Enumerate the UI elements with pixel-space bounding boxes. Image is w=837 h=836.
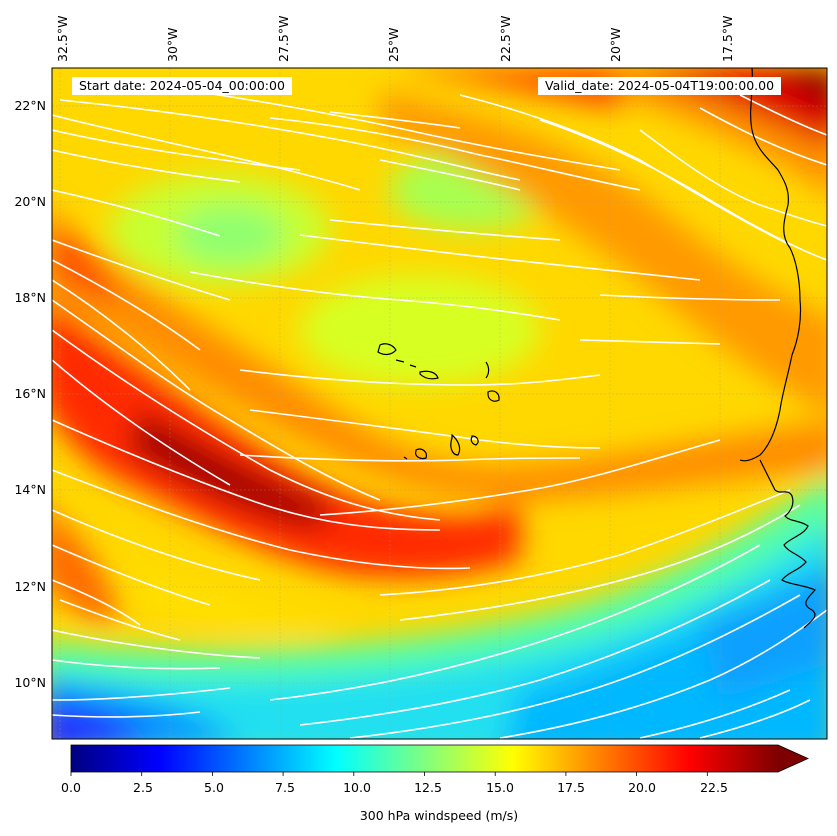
valid-date-label: Valid_date: 2024-05-04T19:00:00.00 bbox=[538, 77, 782, 95]
lon-label-22-5w: 22.5°W bbox=[498, 15, 513, 62]
colorbar-title: 300 hPa windspeed (m/s) bbox=[359, 808, 519, 823]
cbar-tick-label: 12.5 bbox=[414, 780, 442, 795]
cbar-tick-label: 7.5 bbox=[275, 780, 295, 795]
cbar-tick-label: 17.5 bbox=[557, 780, 585, 795]
lat-label-22n: 22°N bbox=[14, 98, 46, 113]
lat-label-10n: 10°N bbox=[14, 675, 46, 690]
cbar-tick-label: 0.0 bbox=[61, 780, 81, 795]
lat-label-14n: 14°N bbox=[14, 482, 46, 497]
lon-label-17-5w: 17.5°W bbox=[720, 15, 735, 62]
colorbar-ticks bbox=[70, 772, 708, 776]
cbar-tick-label: 2.5 bbox=[133, 780, 153, 795]
lon-label-25w: 25°W bbox=[386, 27, 401, 62]
lat-label-12n: 12°N bbox=[14, 579, 46, 594]
lon-label-30w: 30°W bbox=[165, 27, 180, 62]
cbar-tick-label: 20.0 bbox=[628, 780, 656, 795]
colorbar-gradient bbox=[71, 745, 778, 772]
map-frame bbox=[51, 67, 828, 740]
cbar-tick-label: 22.5 bbox=[700, 780, 728, 795]
wind-streamlines bbox=[52, 84, 827, 739]
cbar-tick-label: 10.0 bbox=[343, 780, 371, 795]
windspeed-field bbox=[52, 68, 827, 739]
coastline bbox=[377, 68, 816, 629]
graticule bbox=[52, 68, 827, 739]
lon-label-20w: 20°W bbox=[608, 27, 623, 62]
start-date-label: Start date: 2024-05-04_00:00:00 bbox=[72, 77, 292, 95]
lat-label-18n: 18°N bbox=[14, 290, 46, 305]
cbar-tick-label: 15.0 bbox=[486, 780, 514, 795]
lat-label-16n: 16°N bbox=[14, 386, 46, 401]
lon-label-32-5w: 32.5°W bbox=[55, 15, 70, 62]
colorbar bbox=[70, 744, 809, 776]
colorbar-extend-arrow bbox=[778, 745, 808, 772]
lon-label-27-5w: 27.5°W bbox=[276, 15, 291, 62]
cbar-tick-label: 5.0 bbox=[204, 780, 224, 795]
lat-label-20n: 20°N bbox=[14, 194, 46, 209]
